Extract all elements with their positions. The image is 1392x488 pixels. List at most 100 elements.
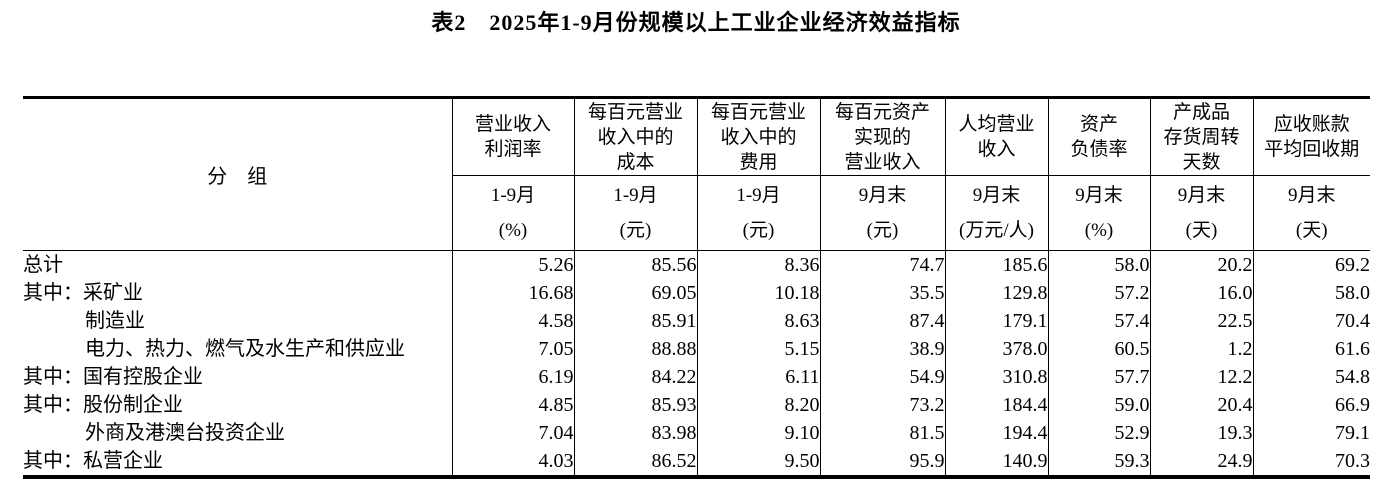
table-row-shareholding: 其中：股份制企业 4.85 85.93 8.20 73.2 184.4 59.0… [23,391,1370,419]
page-title: 表2 2025年1-9月份规模以上工业企业经济效益指标 [431,10,961,35]
period-label: 9月末 [858,185,907,206]
cell-value: 8.36 [697,250,821,279]
cell-value: 5.15 [697,335,821,363]
unit-label: (天) [1295,220,1328,241]
cell-value: 66.9 [1335,394,1370,416]
period-label: 9月末 [972,185,1021,206]
period-unit-cell: 1-9月 (元) [574,175,698,251]
row-label: 其中：股份制企业 [23,391,453,419]
row-label: 其中：采矿业 [23,279,453,307]
cell-value: 59.3 [1048,447,1151,477]
column-header-receivables-period: 应收账款 平均回收期 [1253,97,1370,176]
row-prefix: 其中： [23,394,83,416]
period-label: 1-9月 [490,185,536,206]
period-unit-cell: 9月末 (天) [1150,175,1254,251]
cell-value: 194.4 [945,419,1049,447]
cell-value: 22.5 [1150,307,1254,335]
cell-value: 129.8 [945,279,1049,307]
cell-value: 57.2 [1048,279,1151,307]
table-row-manufacturing: 制造业 4.58 85.91 8.63 87.4 179.1 57.4 22.5… [23,307,1370,335]
table-row-private: 其中：私营企业 4.03 86.52 9.50 95.9 140.9 59.3 … [23,447,1370,477]
cell-value: 88.88 [574,335,698,363]
cell-value: 1.2 [1150,335,1254,363]
row-prefix: 其中： [23,282,83,304]
cell-value: 4.85 [452,391,575,419]
cell-value: 9.50 [697,447,821,477]
row-name: 股份制企业 [83,394,183,416]
unit-label: (元) [742,220,775,241]
cell-value: 70.4 [1335,310,1370,332]
cell-value: 84.22 [574,363,698,391]
row-name: 电力、热力、燃气及水生产和供应业 [85,338,405,360]
cell-value: 57.7 [1048,363,1151,391]
cell-value: 83.98 [574,419,698,447]
cell-value: 38.9 [820,335,946,363]
period-unit-cell: 9月末 (天) [1253,175,1370,251]
period-unit-cell: 9月末 (%) [1048,175,1151,251]
row-label: 总计 [23,250,453,279]
period-unit-cell: 9月末 (元) [820,175,946,251]
cell-value: 52.9 [1048,419,1151,447]
cell-value: 60.5 [1048,335,1151,363]
unit-label: (万元/人) [959,220,1034,241]
cell-value: 4.03 [452,447,575,477]
column-header-revenue-per-capita: 人均营业 收入 [945,97,1049,176]
row-name: 制造业 [85,310,145,332]
header-row-period-unit: 1-9月 (%) 1-9月 (元) 1-9月 (元) 9月末 (元) 9月末 [23,175,1370,251]
table-row-utilities: 电力、热力、燃气及水生产和供应业 7.05 88.88 5.15 38.9 37… [23,335,1370,363]
cell-value: 16.68 [452,279,575,307]
cell-value: 185.6 [945,250,1049,279]
cell-value: 57.4 [1048,307,1151,335]
row-label: 电力、热力、燃气及水生产和供应业 [23,335,453,363]
period-unit-cell: 1-9月 (%) [452,175,575,251]
indicators-table: 分 组 营业收入 利润率 每百元营业 收入中的 成本 每百元营业 收入中的 费用… [23,96,1370,479]
row-label: 其中：私营企业 [23,447,453,477]
cell-value: 70.3 [1335,450,1370,472]
cell-value: 54.9 [820,363,946,391]
cell-value: 19.3 [1150,419,1254,447]
period-label: 9月末 [1075,185,1123,206]
unit-label: (%) [1084,220,1114,241]
column-header-inventory-turnover-days: 产成品 存货周转 天数 [1150,97,1254,176]
row-label: 其中：国有控股企业 [23,363,453,391]
period-label: 1-9月 [736,185,781,206]
cell-value: 87.4 [820,307,946,335]
period-label: 9月末 [1177,185,1226,206]
row-name: 国有控股企业 [83,366,203,388]
group-column-header: 分 组 [23,97,453,251]
table-row-total: 总计 5.26 85.56 8.36 74.7 185.6 58.0 20.2 … [23,250,1370,279]
row-label: 外商及港澳台投资企业 [23,419,453,447]
cell-value: 61.6 [1335,338,1370,360]
column-header-expense-per-100: 每百元营业 收入中的 费用 [697,97,821,176]
row-label: 制造业 [23,307,453,335]
cell-value: 7.04 [452,419,575,447]
column-header-debt-ratio: 资产 负债率 [1048,97,1151,176]
unit-label: (元) [619,220,652,241]
cell-value: 6.11 [697,363,821,391]
table-row-foreign-invested: 外商及港澳台投资企业 7.04 83.98 9.10 81.5 194.4 52… [23,419,1370,447]
period-unit-cell: 1-9月 (元) [697,175,821,251]
table-row-mining: 其中：采矿业 16.68 69.05 10.18 35.5 129.8 57.2… [23,279,1370,307]
cell-value: 54.8 [1335,366,1370,388]
cell-value: 7.05 [452,335,575,363]
period-label: 1-9月 [613,185,658,206]
cell-value: 73.2 [820,391,946,419]
cell-value: 4.58 [452,307,575,335]
row-name: 外商及港澳台投资企业 [85,422,285,444]
cell-value: 8.20 [697,391,821,419]
cell-value: 12.2 [1150,363,1254,391]
cell-value: 9.10 [697,419,821,447]
period-unit-cell: 9月末 (万元/人) [945,175,1049,251]
unit-label: (元) [866,220,899,241]
row-name: 采矿业 [83,282,143,304]
cell-value: 16.0 [1150,279,1254,307]
cell-value: 69.05 [574,279,698,307]
unit-label: (天) [1185,220,1218,241]
unit-label: (%) [498,220,528,241]
cell-value: 58.0 [1048,250,1151,279]
cell-value: 59.0 [1048,391,1151,419]
cell-value: 58.0 [1335,282,1370,304]
period-label: 9月末 [1287,185,1336,206]
column-header-profit-rate: 营业收入 利润率 [452,97,575,176]
cell-value: 85.93 [574,391,698,419]
